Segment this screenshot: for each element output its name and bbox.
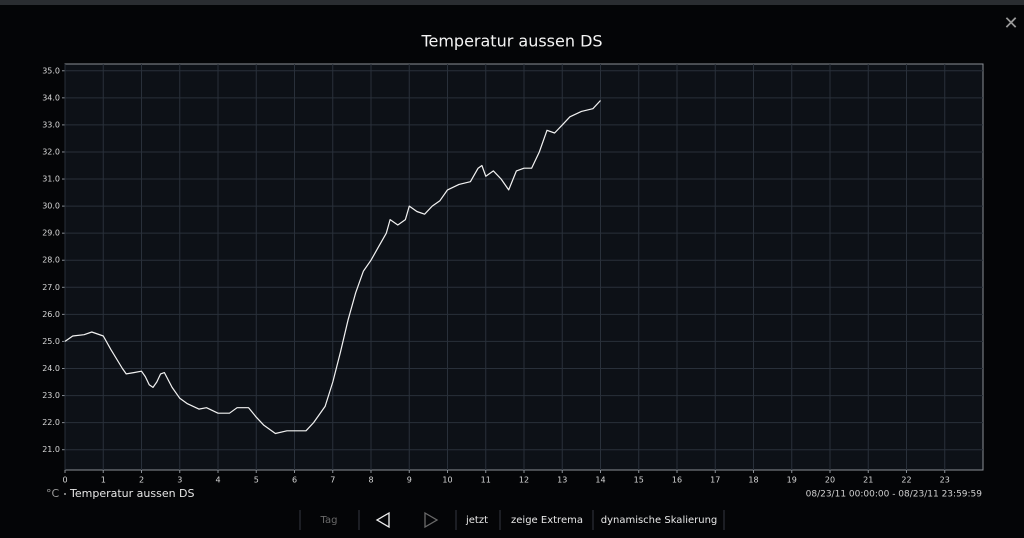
x-tick-label: 22 [901, 476, 911, 485]
x-tick-label: 18 [748, 476, 758, 485]
legend-entry: Temperatur aussen DS [69, 487, 195, 500]
x-tick-label: 20 [825, 476, 835, 485]
x-tick-label: 10 [442, 476, 452, 485]
y-tick-label: 29.0 [42, 229, 60, 238]
grid [62, 64, 983, 473]
x-tick-label: 0 [62, 476, 67, 485]
x-tick-label: 19 [787, 476, 797, 485]
x-tick-label: 23 [940, 476, 950, 485]
y-tick-label: 23.0 [42, 391, 60, 400]
prev-button[interactable] [375, 511, 390, 529]
top-strip [0, 0, 1024, 5]
x-tick-label: 2 [139, 476, 144, 485]
y-tick-label: 35.0 [42, 66, 60, 75]
extrema-button[interactable]: zeige Extrema [511, 515, 583, 526]
x-tick-label: 9 [407, 476, 412, 485]
scaling-button[interactable]: dynamische Skalierung [601, 515, 718, 526]
x-tick-label: 8 [368, 476, 373, 485]
x-tick-label: 3 [177, 476, 182, 485]
x-tick-label: 6 [292, 476, 297, 485]
now-button[interactable]: jetzt [465, 515, 488, 526]
legend-unit: °C [46, 487, 60, 500]
y-tick-label: 28.0 [42, 256, 60, 265]
toolbar [299, 510, 725, 530]
x-tick-label: 21 [863, 476, 873, 485]
y-tick-label: 30.0 [42, 202, 60, 211]
x-tick-label: 17 [710, 476, 720, 485]
x-tick-label: 1 [101, 476, 106, 485]
x-tick-label: 11 [481, 476, 491, 485]
next-button[interactable] [424, 511, 439, 529]
x-tick-label: 14 [595, 476, 605, 485]
y-tick-label: 21.0 [42, 445, 60, 454]
y-tick-label: 31.0 [42, 175, 60, 184]
x-tick-label: 15 [634, 476, 644, 485]
chart-title: Temperatur aussen DS [420, 32, 602, 51]
x-tick-label: 5 [254, 476, 259, 485]
y-tick-label: 33.0 [42, 120, 60, 129]
close-button[interactable]: ✕ [1003, 13, 1018, 34]
y-tick-label: 27.0 [42, 283, 60, 292]
y-tick-label: 32.0 [42, 147, 60, 156]
x-tick-label: 7 [330, 476, 335, 485]
x-tick-label: 13 [557, 476, 567, 485]
series-line [64, 100, 601, 435]
y-tick-label: 25.0 [42, 337, 60, 346]
time-range: 08/23/11 00:00:00 - 08/23/11 23:59:59 [806, 490, 983, 500]
period-button[interactable]: Tag [320, 515, 338, 526]
x-tick-label: 4 [215, 476, 220, 485]
marks [64, 100, 601, 435]
y-tick-label: 26.0 [42, 310, 60, 319]
y-tick-label: 24.0 [42, 364, 60, 373]
y-tick-label: 22.0 [42, 418, 60, 427]
x-tick-label: 12 [519, 476, 529, 485]
x-tick-label: 16 [672, 476, 682, 485]
y-tick-label: 34.0 [42, 93, 60, 102]
